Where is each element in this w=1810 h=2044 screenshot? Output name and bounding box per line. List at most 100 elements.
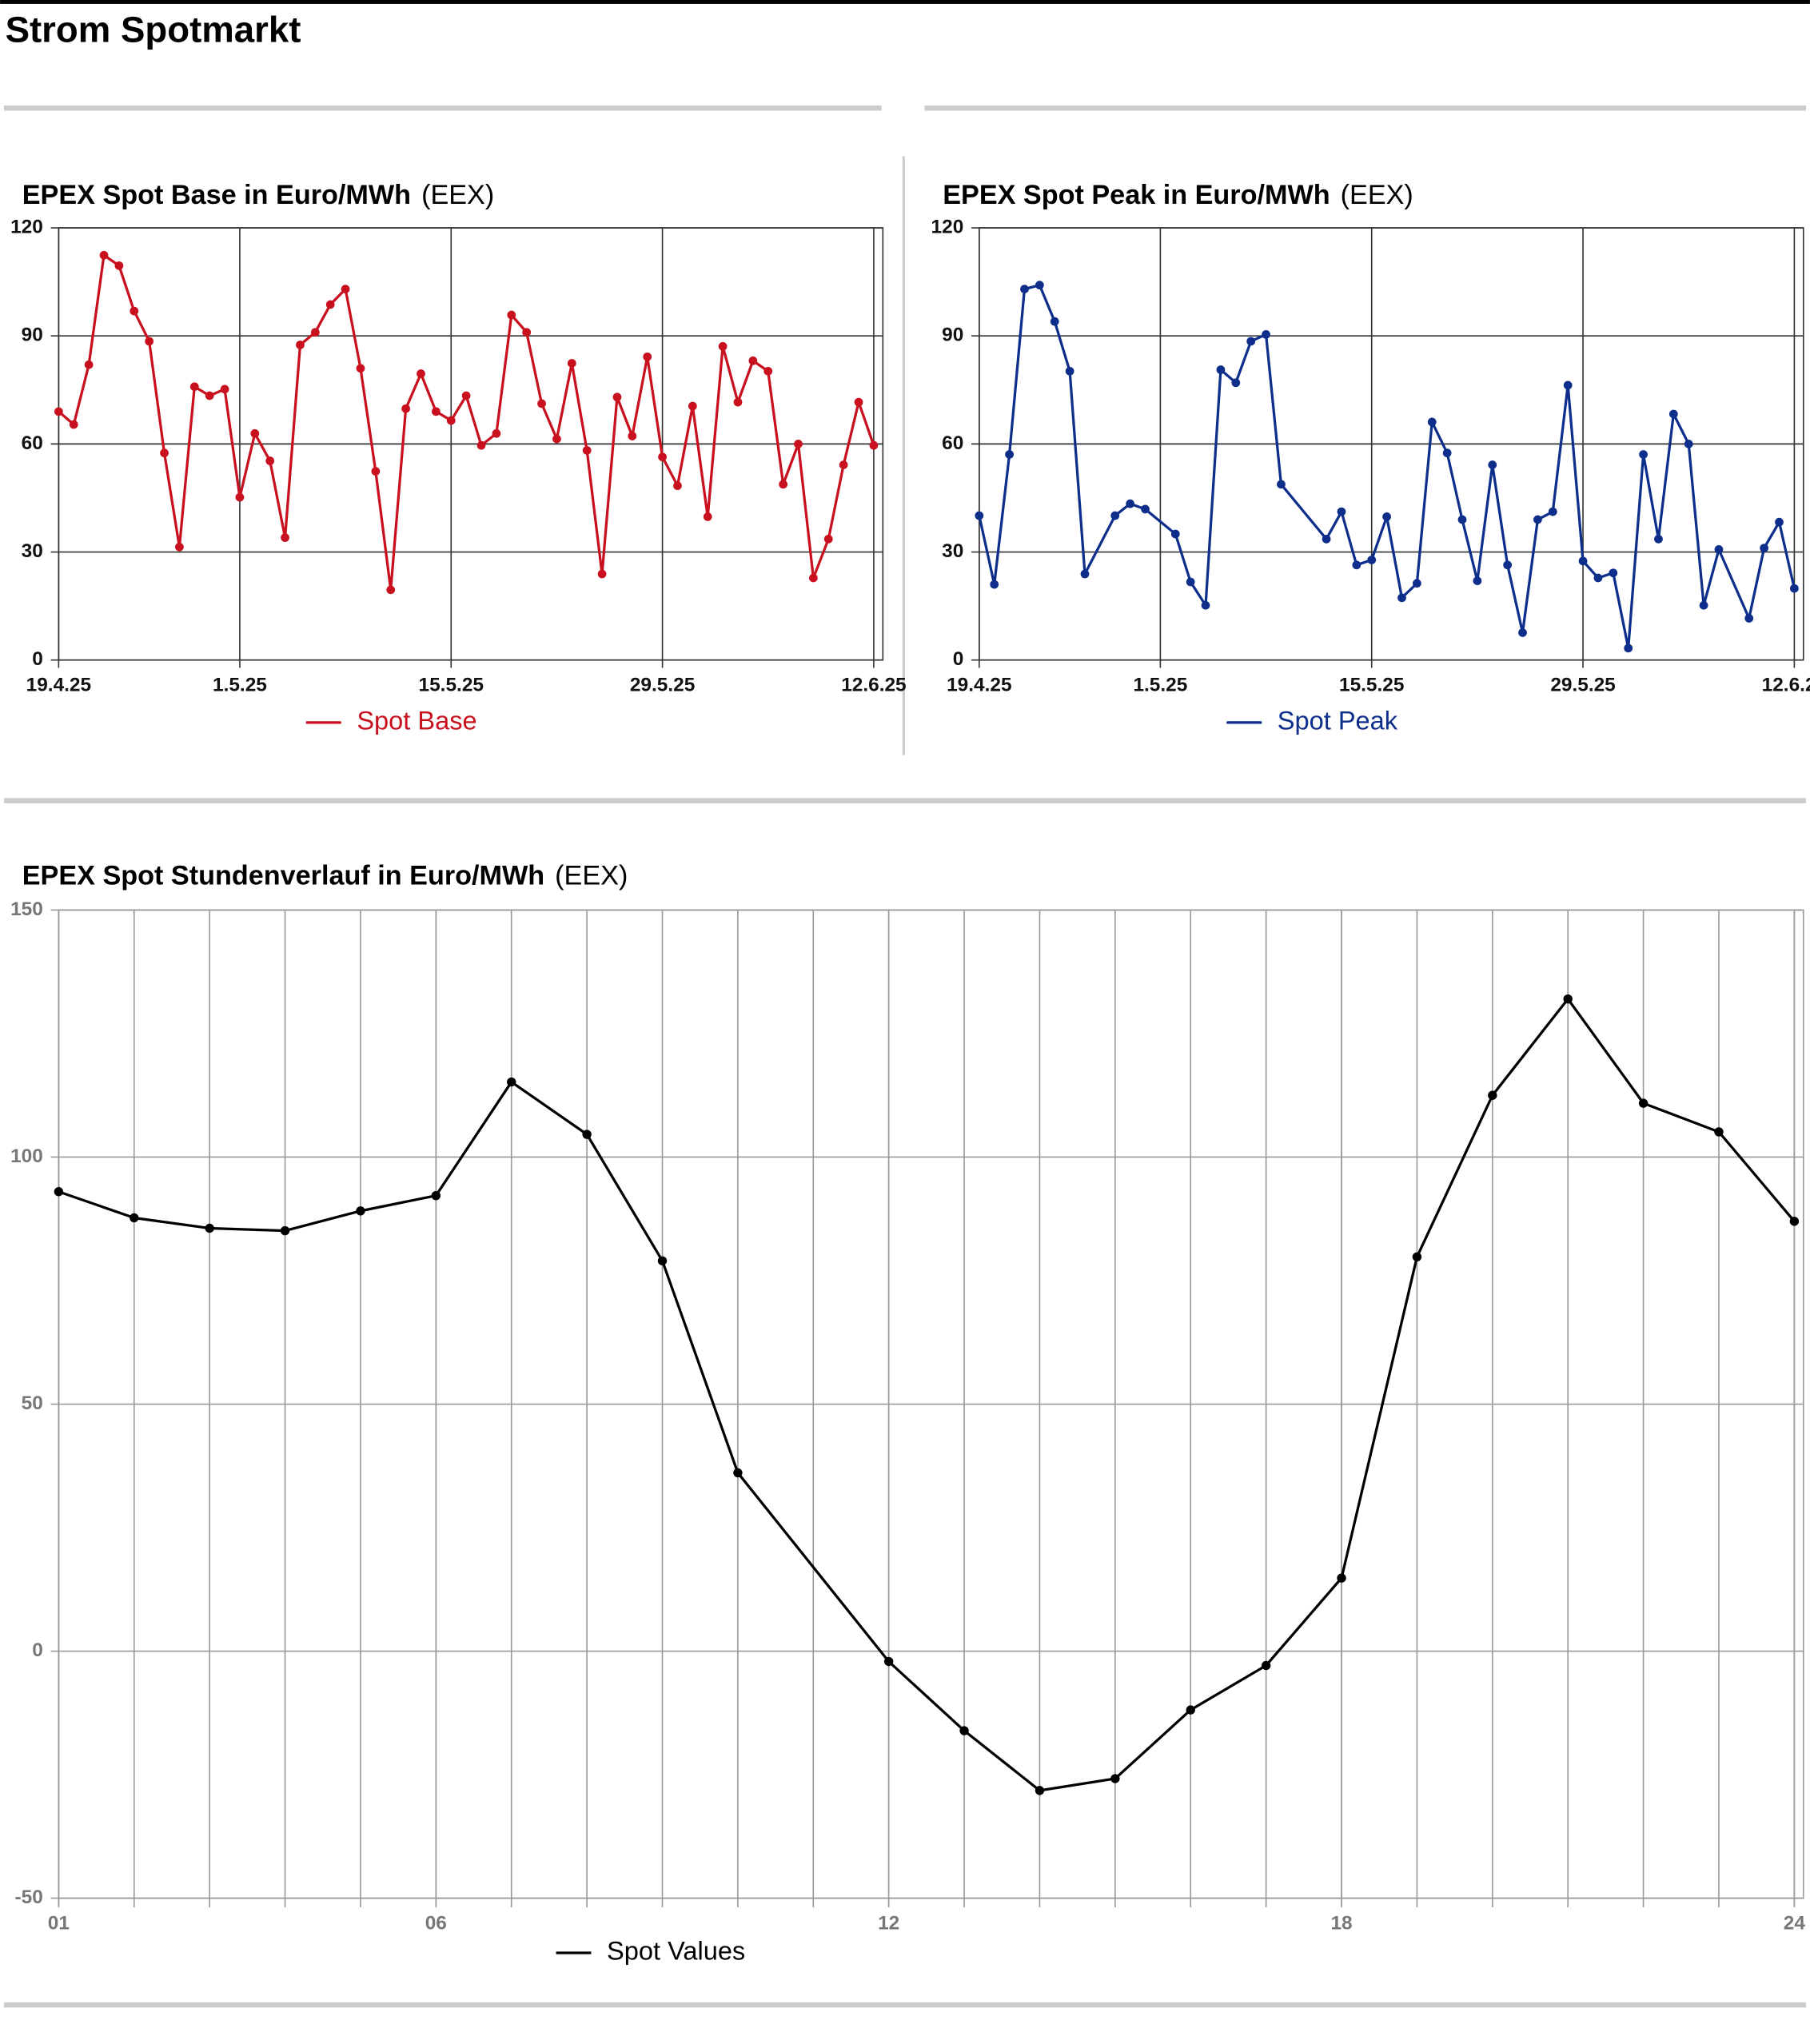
data-line xyxy=(58,253,875,591)
data-point xyxy=(1593,573,1603,583)
data-point xyxy=(417,369,425,378)
y-tick-label: 30 xyxy=(22,540,43,562)
data-point xyxy=(1654,534,1663,544)
data-point xyxy=(235,492,245,502)
data-point xyxy=(175,542,184,552)
data-point xyxy=(1790,584,1799,593)
data-point xyxy=(281,533,289,542)
data-point xyxy=(733,397,743,407)
data-point xyxy=(1050,317,1059,326)
y-tick-label: 0 xyxy=(32,648,43,670)
x-tick-label: 15.5.25 xyxy=(419,675,484,696)
x-tick-label: 06 xyxy=(425,1913,447,1934)
data-point xyxy=(1775,517,1784,527)
data-point xyxy=(145,337,154,346)
data-point xyxy=(1262,330,1270,339)
legend-label: Spot Peak xyxy=(1278,707,1398,735)
separator xyxy=(3,105,882,111)
data-point xyxy=(839,460,848,469)
data-point xyxy=(1261,1660,1271,1671)
x-tick-label: 24 xyxy=(1784,1913,1806,1934)
data-point xyxy=(476,440,486,450)
data-point xyxy=(1186,577,1195,587)
data-point xyxy=(114,261,124,270)
data-point xyxy=(748,356,758,365)
data-point xyxy=(733,1468,743,1478)
data-point xyxy=(1412,579,1421,588)
data-point xyxy=(703,512,712,521)
data-point xyxy=(1231,378,1241,388)
chart-title: EPEX Spot Stundenverlauf in Euro/MWh (EEX… xyxy=(22,861,628,891)
data-point xyxy=(990,580,999,589)
separator xyxy=(3,798,1807,803)
data-point xyxy=(310,328,320,337)
data-point xyxy=(718,341,728,351)
separator xyxy=(924,105,1807,111)
title: EPEX Spot Stundenverlauf in Euro/MWh xyxy=(22,861,544,891)
data-point xyxy=(612,392,622,402)
data-point xyxy=(160,448,169,458)
y-tick-label: 0 xyxy=(953,648,964,670)
data-point xyxy=(1563,994,1573,1004)
data-point xyxy=(1126,499,1135,508)
data-point xyxy=(883,1656,894,1667)
data-point xyxy=(296,341,305,349)
data-point xyxy=(597,569,607,579)
data-point xyxy=(1141,504,1150,514)
data-point xyxy=(657,1256,668,1265)
chart-title: EPEX Spot Peak in Euro/MWh (EEX) xyxy=(943,180,1413,210)
data-point xyxy=(1714,545,1724,554)
data-point xyxy=(1624,643,1633,653)
data-point xyxy=(1337,1573,1346,1583)
data-point xyxy=(582,1130,592,1139)
y-tick-label: -50 xyxy=(15,1887,43,1908)
data-point xyxy=(1457,515,1467,524)
data-point xyxy=(265,456,275,465)
data-point xyxy=(673,481,682,491)
data-point xyxy=(1216,365,1226,374)
data-point xyxy=(658,452,667,461)
data-point xyxy=(401,404,410,413)
y-tick-label: 30 xyxy=(942,540,963,562)
data-point xyxy=(507,310,516,320)
data-point xyxy=(461,391,471,400)
data-point xyxy=(1427,417,1437,427)
data-point xyxy=(1035,1786,1045,1795)
data-point xyxy=(1518,628,1527,637)
data-point xyxy=(356,364,365,373)
data-point xyxy=(537,399,546,408)
data-point xyxy=(1412,1252,1422,1262)
x-tick-label: 19.4.25 xyxy=(947,675,1011,696)
data-point xyxy=(809,573,818,583)
data-point xyxy=(1503,560,1513,570)
data-point xyxy=(1337,507,1346,516)
data-point xyxy=(341,285,350,293)
data-point xyxy=(280,1225,290,1236)
data-point xyxy=(1473,576,1482,585)
x-tick-label: 1.5.25 xyxy=(1133,675,1187,696)
data-point xyxy=(69,420,78,429)
top-border xyxy=(0,0,1810,4)
plot-frame xyxy=(58,909,1804,1899)
data-line xyxy=(978,283,1796,649)
data-point xyxy=(432,407,441,416)
data-point xyxy=(1714,1127,1724,1137)
separator xyxy=(3,2002,1807,2008)
x-tick-label: 18 xyxy=(1330,1913,1352,1934)
y-tick-label: 90 xyxy=(942,325,963,346)
x-tick-label: 01 xyxy=(48,1913,70,1934)
data-point xyxy=(386,585,396,595)
data-point xyxy=(99,250,109,260)
x-tick-label: 29.5.25 xyxy=(1550,675,1615,696)
source: (EEX) xyxy=(421,180,494,210)
data-point xyxy=(1760,544,1768,552)
data-point xyxy=(779,480,788,489)
data-point xyxy=(1110,1774,1120,1783)
data-point xyxy=(250,428,260,438)
data-point xyxy=(628,432,637,440)
data-point xyxy=(205,1223,214,1233)
data-point xyxy=(371,467,381,476)
y-tick-label: 50 xyxy=(22,1393,43,1414)
data-point xyxy=(1170,529,1180,539)
data-point xyxy=(1201,600,1210,610)
